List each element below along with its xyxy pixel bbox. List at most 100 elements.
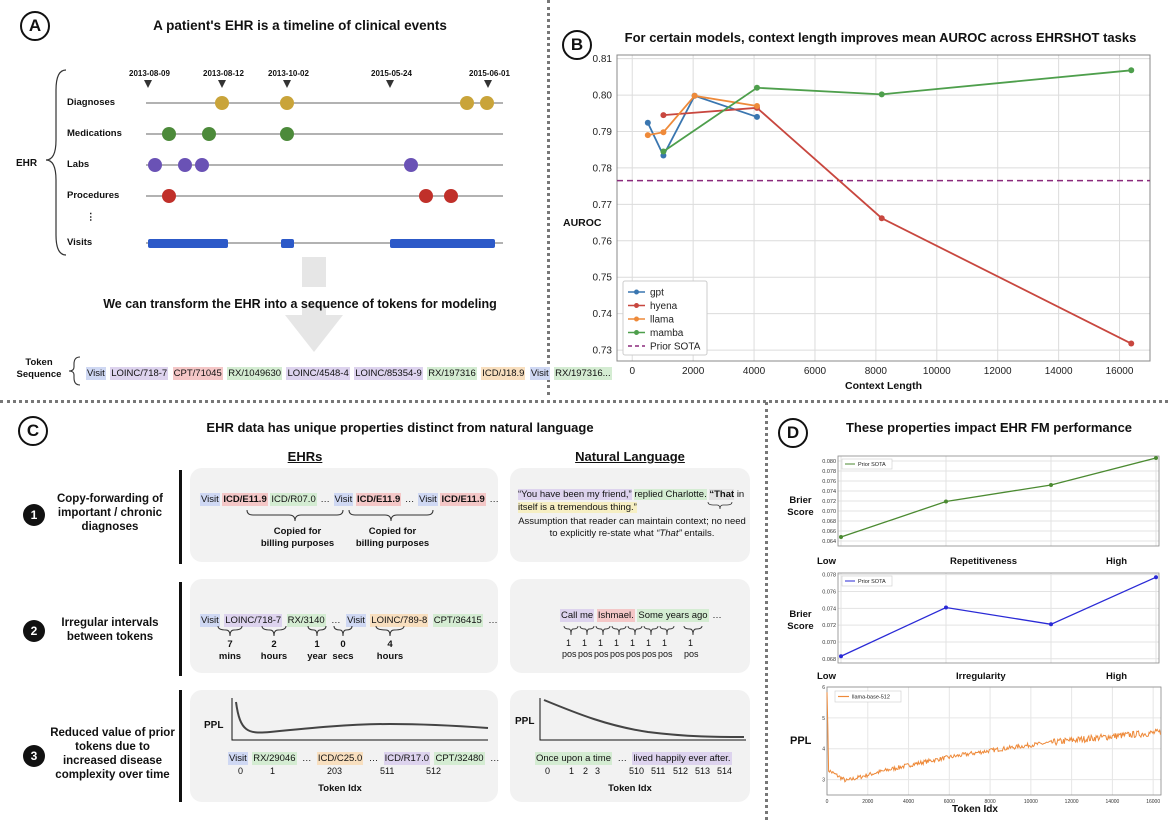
- nl-token: replied Charlotte.: [634, 489, 707, 500]
- nl-token: Ishmael.: [596, 609, 635, 622]
- event-dot: [162, 127, 176, 141]
- separator-horizontal: [0, 400, 1168, 403]
- token-idx: 3: [595, 766, 601, 776]
- token-idx: 514: [717, 766, 733, 776]
- nl-ppl-curve: [539, 698, 746, 741]
- y-axis-label: AUROC: [563, 217, 602, 229]
- legend-box: [841, 458, 893, 470]
- data-point: [1049, 483, 1053, 487]
- row-3-ehr-tokens: Visit RX/29046 … ICD/C25.0 … ICD/R17.0 C…: [228, 748, 501, 766]
- y-tick-label: 0.75: [593, 273, 613, 284]
- y-tick-label: 0.068: [822, 657, 836, 663]
- row-label-medications: Medications: [67, 128, 122, 139]
- x-tick-label: 10000: [923, 366, 951, 377]
- y-tick-label: 0.076: [822, 479, 836, 485]
- row-2-bar: [179, 582, 182, 676]
- legend-label: gpt: [650, 288, 664, 299]
- nl-token: Some years ago: [637, 609, 709, 622]
- row-2-nl-pos: pospospospospospospos pos: [562, 649, 700, 659]
- row-1-bar: [179, 470, 182, 564]
- interval-unit: hours: [376, 651, 404, 662]
- date-label: 2013-08-09: [129, 69, 170, 78]
- data-point: [1154, 456, 1158, 460]
- data-point: [944, 499, 948, 504]
- interval-number: 1: [314, 639, 320, 650]
- row-1-nl-note: Assumption that reader can maintain cont…: [518, 516, 746, 540]
- d2-ylabel-1: Brier: [789, 609, 812, 620]
- nl-note-end: entails.: [684, 528, 715, 539]
- token: Visit: [200, 493, 220, 506]
- d3-xlabel: Token Idx: [952, 804, 998, 815]
- token: LOINC/789-8: [370, 614, 429, 627]
- pos-one: 1: [646, 638, 652, 648]
- d1-ylabel-2: Score: [787, 507, 814, 518]
- irregularity-chart: 0.068 0.070 0.072 0.074 0.076 0.078 Prior SOTA: [822, 572, 1160, 664]
- y-tick-label: 0.078: [822, 469, 836, 475]
- token: …: [320, 494, 330, 505]
- y-tick-label: 4: [822, 747, 825, 753]
- series-line-hyena: [663, 106, 1132, 345]
- d1-ylabel-1: Brier: [789, 495, 812, 506]
- interval-label: 2 hours: [258, 639, 290, 663]
- token: CPT/36415: [432, 614, 483, 627]
- d1-low: Low: [817, 556, 836, 567]
- event-dot: [195, 158, 209, 172]
- y-tick-label: 0.080: [822, 459, 836, 465]
- y-tick-label: 0.066: [822, 529, 836, 535]
- row-label-diagnoses: Diagnoses: [67, 97, 116, 108]
- nl-token: …: [712, 610, 722, 621]
- date-label: 2013-10-02: [268, 69, 309, 78]
- row-1-nl-quote: “You have been my friend,” replied Charl…: [518, 488, 746, 514]
- y-tick-label: 0.73: [593, 346, 613, 357]
- token-idx: 512: [426, 766, 442, 776]
- token: RX/197316: [427, 367, 477, 380]
- d2-high: High: [1106, 671, 1128, 682]
- row-1-ehr-tokens: Visit ICD/E11.9 ICD/R07.0 … Visit ICD/E1…: [200, 493, 500, 506]
- panel-c-title: EHR data has unique properties distinct …: [206, 420, 594, 435]
- token: ICD/E11.9: [440, 493, 486, 506]
- data-point: [839, 535, 843, 539]
- d2-xlabel: Irregularity: [956, 671, 1006, 682]
- token: …: [488, 615, 498, 626]
- copy-brace-icon: [246, 509, 434, 522]
- data-point-hyena: [660, 112, 667, 119]
- row-label-ellipsis: ⋮: [86, 212, 96, 223]
- x-tick-label: 12000: [1065, 799, 1079, 805]
- d1-ylabel: Brier Score: [778, 495, 823, 519]
- col-header-ehr: EHRs: [287, 449, 323, 464]
- token-label-line-2: Sequence: [16, 369, 62, 380]
- interval-number: 7: [227, 639, 233, 650]
- legend-marker: [634, 316, 639, 322]
- pos-one: 1: [630, 638, 636, 648]
- interval-number: 2: [271, 639, 277, 650]
- d2-ylabel-2: Score: [787, 621, 814, 632]
- data-point-mamba: [660, 148, 667, 155]
- row-3-nl-ppl-label: PPL: [515, 716, 535, 727]
- token: …: [368, 753, 379, 764]
- row-3-label: Reduced value of prior tokens due to inc…: [50, 727, 175, 781]
- token: ICD/J18.9: [481, 367, 526, 380]
- token: RX/3140: [286, 614, 326, 627]
- token-idx: 511: [380, 766, 395, 776]
- interval-number: 4: [387, 639, 393, 650]
- x-tick-label: 8000: [865, 366, 888, 377]
- event-dot: [162, 189, 176, 203]
- y-tick-label: 0.74: [593, 309, 613, 320]
- separator-vertical-bottom: [765, 402, 768, 820]
- pos-label: pos: [578, 649, 593, 659]
- row-1-label: Copy-forwarding of important / chronic d…: [56, 493, 164, 533]
- date-marker: [283, 80, 291, 88]
- token: ICD/R17.0: [383, 752, 431, 765]
- copied-label-1: Copied for billing purposes: [260, 526, 335, 549]
- legend-label: llama: [650, 315, 674, 326]
- visit-bar: [281, 239, 294, 248]
- token: …: [489, 494, 499, 505]
- token: LOINC/718-7: [110, 367, 169, 380]
- y-tick-label: 0.76: [593, 236, 613, 247]
- token: Visit: [333, 493, 354, 506]
- date-label: 2013-08-12: [203, 69, 244, 78]
- interval-unit: year: [307, 651, 327, 662]
- interval-label: 7 mins: [216, 639, 244, 663]
- token: CPT/32480: [434, 752, 485, 765]
- series-line-mamba: [662, 69, 1132, 153]
